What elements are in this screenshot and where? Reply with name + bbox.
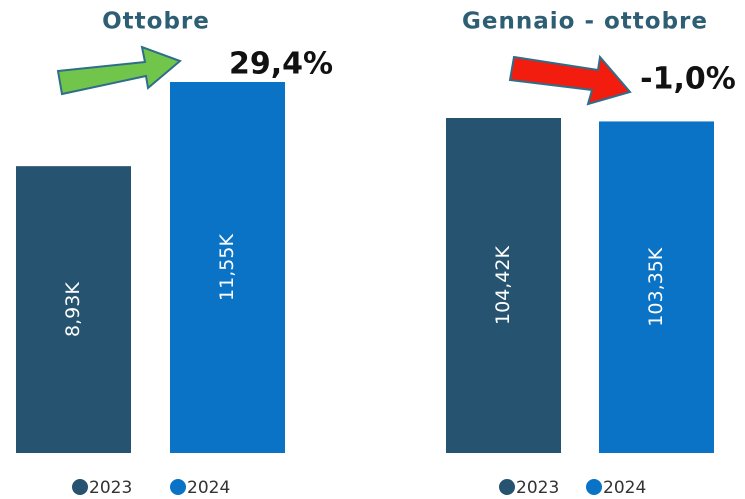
bar xyxy=(170,82,285,453)
legend-swatch xyxy=(72,479,88,495)
bar-label: 11,55K xyxy=(216,234,238,301)
bar-label: 103,35K xyxy=(645,247,667,326)
annotation: -1,0% xyxy=(640,62,736,97)
legend-swatch xyxy=(586,479,602,495)
arrow-up xyxy=(56,45,182,96)
bar xyxy=(16,166,131,453)
legend-label: 2024 xyxy=(187,478,230,498)
bar-label: 104,42K xyxy=(492,245,514,324)
bar xyxy=(599,121,714,453)
legend-swatch xyxy=(170,479,186,495)
annotation: 29,4% xyxy=(229,47,333,82)
bar-label: 8,93K xyxy=(62,282,84,337)
legend-label: 2023 xyxy=(89,478,132,498)
legend-label: 2023 xyxy=(516,478,559,498)
chart-title: Gennaio - ottobre xyxy=(462,9,708,35)
chart-title: Ottobre xyxy=(102,9,210,35)
legend-swatch xyxy=(499,479,515,495)
bar xyxy=(446,118,561,453)
legend-label: 2024 xyxy=(603,478,646,498)
arrow-down xyxy=(508,54,632,106)
